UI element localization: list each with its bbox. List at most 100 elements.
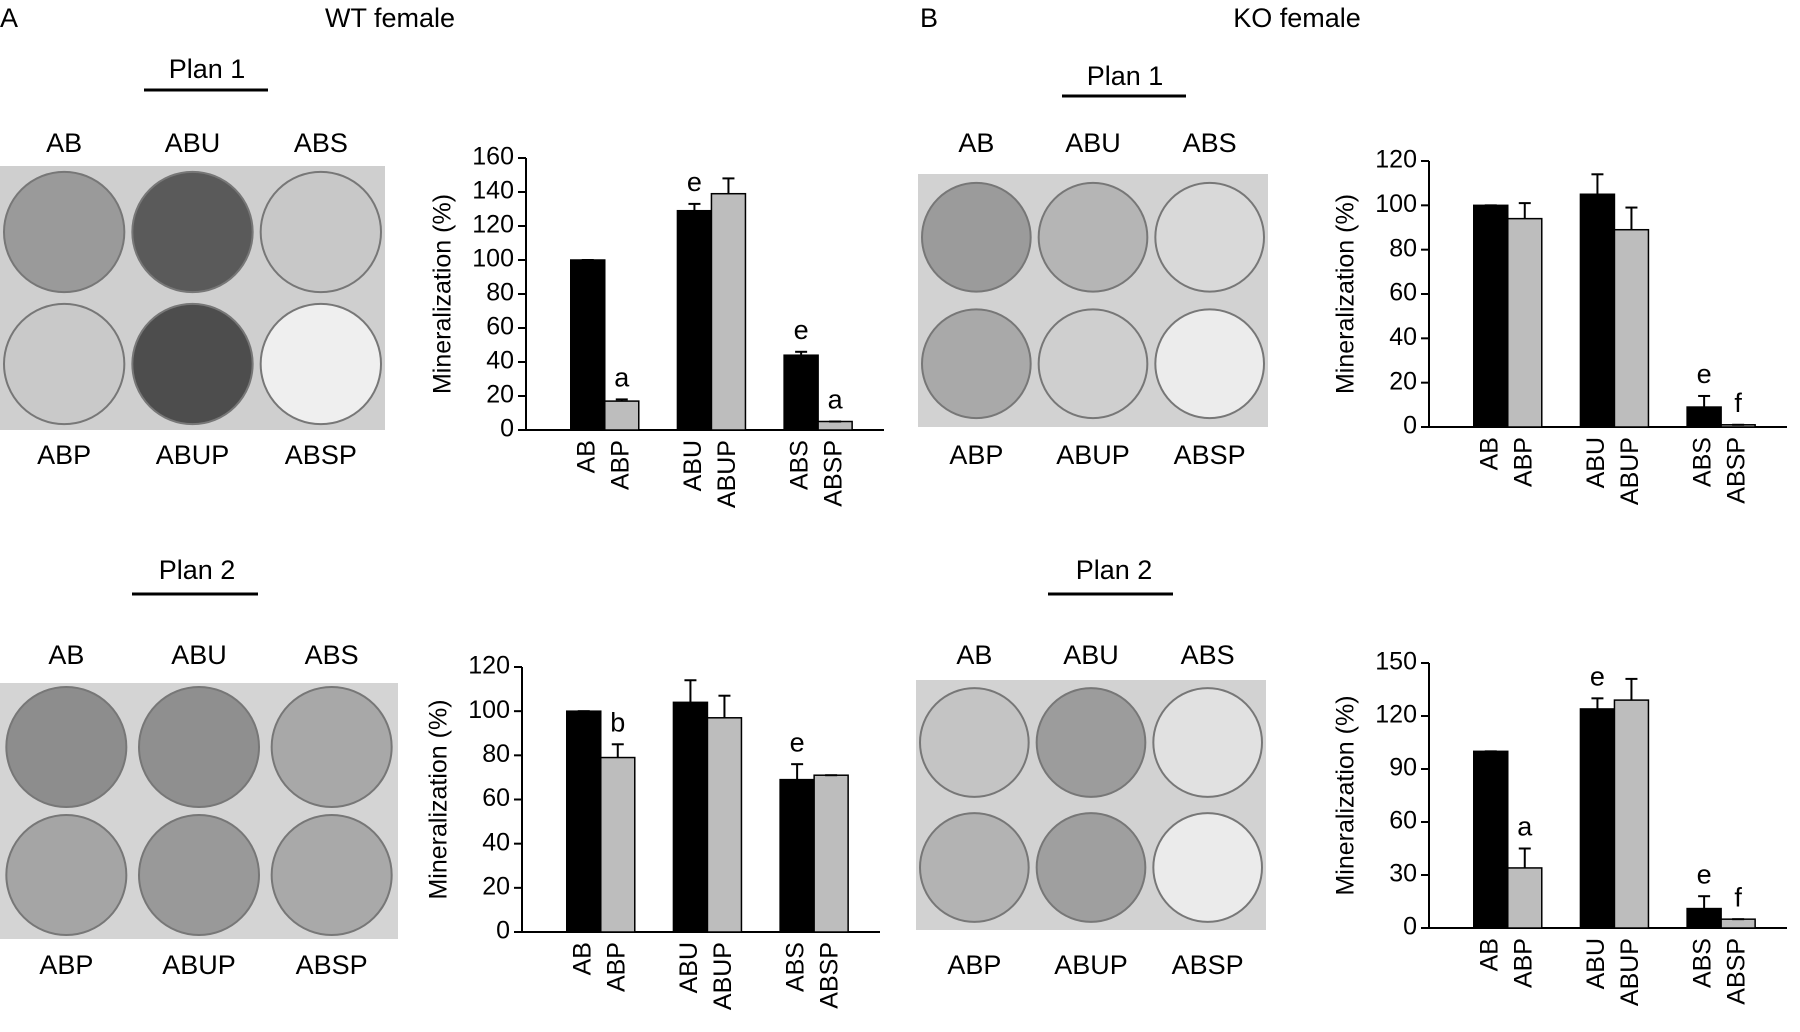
- y-tick-label: 60: [486, 313, 514, 341]
- x-tick-label: ABUP: [709, 942, 737, 1010]
- x-tick-label: ABU: [675, 942, 703, 993]
- bar: [779, 778, 815, 933]
- x-tick-label: ABP: [602, 942, 630, 992]
- x-tick-label: AB: [1475, 938, 1503, 971]
- bar: [1473, 750, 1509, 929]
- well: [2, 302, 126, 426]
- well: [259, 302, 383, 426]
- y-tick-label: 30: [1389, 860, 1417, 888]
- annotation: e: [687, 167, 702, 197]
- well: [1154, 308, 1265, 420]
- y-tick-label: 80: [1389, 234, 1417, 262]
- plate-label: ABP: [39, 950, 93, 980]
- well: [1035, 812, 1147, 923]
- bar: [1579, 708, 1616, 929]
- annotation: e: [1590, 661, 1605, 691]
- y-tick-label: 100: [1375, 190, 1417, 218]
- plate-label: ABUP: [1054, 950, 1128, 980]
- y-tick-label: 40: [482, 828, 510, 856]
- well: [1037, 181, 1149, 293]
- plate-label: ABSP: [285, 440, 357, 470]
- plate-label: ABU: [165, 128, 221, 158]
- x-tick-label: ABU: [1582, 437, 1610, 488]
- bar: [672, 701, 709, 933]
- well: [1152, 812, 1263, 923]
- y-tick-label: 20: [482, 872, 510, 900]
- plate-label: ABUP: [156, 440, 230, 470]
- x-tick-label: AB: [1475, 437, 1503, 470]
- well: [1035, 687, 1147, 798]
- x-tick-label: ABSP: [1723, 437, 1751, 504]
- plate-label: ABP: [37, 440, 91, 470]
- y-tick-label: 40: [486, 347, 514, 375]
- y-tick-label: 120: [1375, 701, 1417, 729]
- x-tick-label: ABUP: [1616, 437, 1644, 505]
- plate-label: ABUP: [1056, 440, 1130, 470]
- well: [259, 170, 383, 294]
- well: [2, 170, 126, 294]
- x-tick-label: ABP: [1509, 938, 1537, 988]
- panel-letter: A: [0, 3, 18, 33]
- annotation: a: [1517, 812, 1533, 842]
- y-tick-label: 90: [1389, 754, 1417, 782]
- well: [921, 308, 1032, 420]
- plate-label: ABSP: [1172, 950, 1244, 980]
- bar: [676, 209, 713, 431]
- bar: [604, 400, 640, 431]
- y-tick-label: 60: [482, 784, 510, 812]
- bar: [1686, 907, 1722, 929]
- x-tick-label: ABUP: [713, 440, 741, 508]
- plate-label: ABU: [1065, 128, 1121, 158]
- annotation: e: [790, 727, 805, 757]
- bar: [710, 192, 747, 431]
- y-tick-label: 60: [1389, 807, 1417, 835]
- y-axis-label: Mineralization (%): [1332, 695, 1360, 895]
- annotation: f: [1734, 882, 1742, 912]
- plate-label: ABS: [305, 640, 359, 670]
- plate-label: ABP: [947, 950, 1001, 980]
- well: [131, 170, 254, 294]
- well: [1037, 308, 1149, 420]
- plate-label: ABUP: [162, 950, 236, 980]
- y-tick-label: 0: [500, 415, 514, 443]
- x-tick-label: ABU: [679, 440, 707, 491]
- well: [5, 814, 128, 936]
- annotation: a: [828, 385, 844, 415]
- plate-label: ABS: [294, 128, 348, 158]
- y-tick-label: 0: [496, 917, 510, 945]
- y-tick-label: 160: [472, 143, 514, 171]
- panel-letter: B: [920, 3, 938, 33]
- x-tick-label: ABU: [1582, 938, 1610, 989]
- y-tick-label: 140: [472, 177, 514, 205]
- bar: [1579, 193, 1616, 428]
- x-tick-label: ABSP: [816, 942, 844, 1009]
- x-tick-label: ABP: [606, 440, 634, 490]
- x-tick-label: AB: [572, 440, 600, 473]
- well: [919, 687, 1030, 798]
- y-tick-label: 120: [468, 652, 510, 680]
- plate-heading: Plan 2: [1076, 555, 1153, 585]
- annotation: e: [1697, 859, 1712, 889]
- bar: [1613, 699, 1650, 929]
- well: [270, 814, 393, 936]
- well: [921, 181, 1032, 293]
- annotation: e: [794, 315, 809, 345]
- x-tick-label: ABS: [782, 942, 810, 992]
- y-axis-label: Mineralization (%): [425, 699, 453, 899]
- bar: [783, 354, 819, 431]
- plate-label: AB: [958, 128, 994, 158]
- annotation: e: [1697, 359, 1712, 389]
- bar: [1720, 918, 1756, 929]
- y-tick-label: 100: [472, 245, 514, 273]
- bar: [570, 259, 606, 431]
- x-tick-label: ABSP: [820, 440, 848, 507]
- plate-label: ABS: [1183, 128, 1237, 158]
- y-axis-label: Mineralization (%): [429, 194, 457, 394]
- y-tick-label: 80: [482, 740, 510, 768]
- well: [270, 686, 393, 808]
- plate-label: ABS: [1181, 640, 1235, 670]
- y-tick-label: 100: [468, 696, 510, 724]
- y-tick-label: 60: [1389, 279, 1417, 307]
